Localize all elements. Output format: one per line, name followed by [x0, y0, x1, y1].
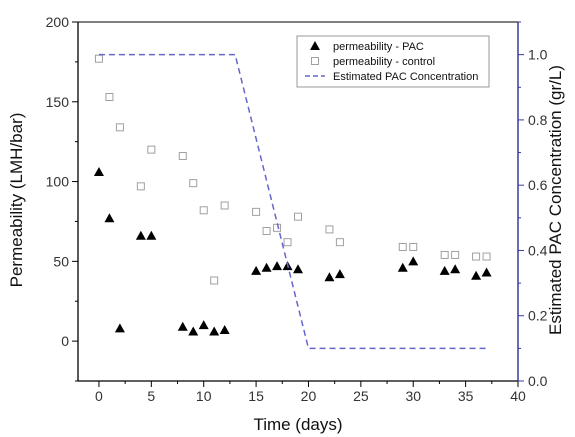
- pac-point: [146, 230, 157, 240]
- control-point: [451, 250, 460, 259]
- pac-point: [219, 324, 230, 334]
- y-tick-label: 100: [46, 174, 70, 190]
- control-point: [115, 123, 124, 132]
- legend-items: permeability - PAC permeability - control…: [305, 41, 478, 83]
- y-axis-right-title: Estimated PAC Concentration (gr/L): [546, 65, 565, 335]
- legend-control-marker: [311, 57, 319, 65]
- control-point: [94, 54, 103, 63]
- series-layer: [93, 53, 492, 350]
- y2-tick-label: 0.6: [528, 177, 548, 193]
- y2-tick-label: 0.4: [528, 242, 548, 258]
- y-tick-label: 0: [61, 333, 69, 349]
- legend-pac-marker: [310, 41, 320, 50]
- pac-point: [272, 261, 283, 271]
- pac-point: [397, 262, 408, 272]
- pac-point: [439, 265, 450, 275]
- pac-point: [324, 272, 335, 282]
- pac-point: [114, 323, 125, 333]
- control-point: [398, 242, 407, 251]
- control-point: [335, 238, 344, 247]
- y2-tick-label: 1.0: [528, 47, 548, 63]
- y-axis-left-title: Permeability (LMH/bar): [7, 113, 26, 288]
- x-tick-label: 25: [353, 388, 369, 404]
- x-tick-label: 30: [405, 388, 421, 404]
- control-point: [199, 206, 208, 215]
- control-point: [482, 252, 491, 261]
- y2-tick-label: 0.8: [528, 112, 548, 128]
- control-point: [189, 179, 198, 188]
- pac-point: [293, 264, 303, 274]
- legend-label: permeability - PAC: [333, 41, 424, 53]
- pac-point: [198, 320, 209, 330]
- y-axis-right: 0.0 0.2 0.4 0.6 0.8 1.0: [518, 21, 548, 389]
- control-point: [136, 182, 145, 191]
- x-tick-label: 20: [301, 388, 317, 404]
- control-point: [105, 92, 114, 101]
- x-axis-title: Time (days): [253, 415, 342, 434]
- control-point: [147, 145, 156, 154]
- control-point: [294, 212, 302, 221]
- y-tick-label: 200: [46, 14, 70, 30]
- control-point: [440, 250, 449, 259]
- pac-point: [104, 213, 115, 223]
- legend-label: permeability - control: [333, 56, 435, 68]
- control-point: [283, 238, 292, 247]
- control-point: [409, 242, 418, 251]
- x-tick-label: 40: [510, 388, 526, 404]
- pac-point: [135, 230, 146, 240]
- x-tick-label: 0: [95, 388, 103, 404]
- y2-tick-label: 0.0: [528, 373, 548, 389]
- control-point: [210, 276, 219, 285]
- pac-point: [261, 262, 272, 272]
- control-point: [220, 201, 229, 210]
- control-point: [252, 207, 261, 216]
- control-point: [262, 227, 271, 236]
- control-point: [325, 225, 334, 234]
- pac-point: [450, 264, 461, 274]
- x-tick-label: 5: [147, 388, 155, 404]
- pac-point: [93, 166, 104, 176]
- x-axis: 0 5 10 15 20 25 30 35 40: [95, 381, 526, 404]
- pac-point: [408, 256, 419, 266]
- legend-label: Estimated PAC Concentration: [333, 71, 478, 83]
- legend: permeability - PAC permeability - control…: [296, 35, 490, 88]
- x-tick-label: 10: [196, 388, 212, 404]
- x-tick-label: 15: [248, 388, 264, 404]
- y-axis-left: 0 50 100 150 200: [46, 14, 78, 382]
- pac-point: [334, 269, 345, 279]
- pac-point: [481, 267, 492, 277]
- pac-point: [251, 265, 262, 275]
- x-tick-label: 35: [458, 388, 474, 404]
- legend-box: [296, 35, 490, 88]
- y-tick-label: 50: [53, 253, 69, 269]
- control-point: [472, 252, 481, 261]
- pac-point: [177, 321, 188, 331]
- pac-point: [209, 326, 220, 336]
- control-point: [178, 152, 187, 161]
- y2-tick-label: 0.2: [528, 308, 548, 324]
- pac-point: [188, 326, 199, 336]
- y-tick-label: 150: [46, 94, 70, 110]
- pac-point: [471, 270, 482, 280]
